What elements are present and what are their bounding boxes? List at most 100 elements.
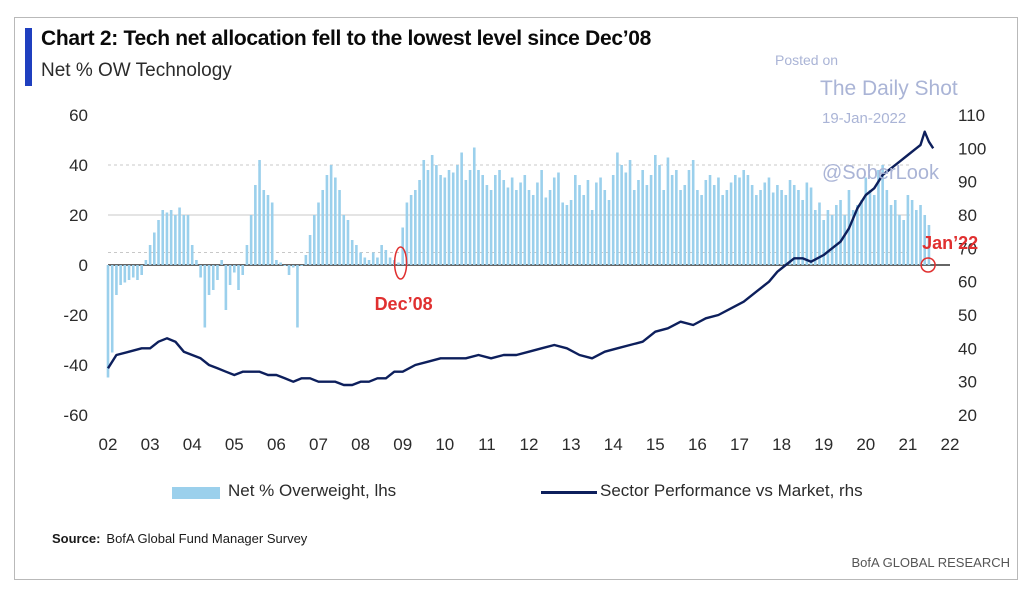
bar-87 bbox=[472, 147, 476, 265]
bar-22 bbox=[199, 265, 202, 278]
bar-115 bbox=[590, 210, 594, 265]
bar-150 bbox=[738, 177, 741, 265]
x-tick-label: 10 bbox=[435, 435, 454, 454]
left-axis-ticks: 60 40 20 0 -20 -40 -60 bbox=[63, 106, 88, 425]
bar-59 bbox=[355, 245, 358, 265]
left-tick-label: 60 bbox=[69, 106, 88, 125]
bar-170 bbox=[822, 220, 825, 265]
bar-111 bbox=[574, 175, 577, 265]
source-text: BofA Global Fund Manager Survey bbox=[106, 531, 308, 546]
bar-116 bbox=[595, 182, 598, 265]
bar-85 bbox=[464, 180, 468, 265]
bar-65 bbox=[380, 245, 383, 265]
bar-84 bbox=[460, 152, 463, 265]
bar-107 bbox=[557, 172, 560, 265]
bar-10 bbox=[148, 245, 152, 265]
bar-95 bbox=[506, 187, 510, 265]
right-tick-label: 40 bbox=[958, 339, 977, 358]
bar-113 bbox=[582, 195, 586, 265]
bar-32 bbox=[241, 265, 245, 275]
x-tick-label: 17 bbox=[730, 435, 749, 454]
bar-149 bbox=[733, 175, 737, 265]
bar-51 bbox=[321, 190, 325, 265]
bar-151 bbox=[742, 170, 746, 265]
x-tick-label: 06 bbox=[267, 435, 286, 454]
bar-18 bbox=[182, 215, 186, 265]
x-tick-label: 16 bbox=[688, 435, 707, 454]
bar-81 bbox=[447, 170, 451, 265]
x-tick-label: 19 bbox=[814, 435, 833, 454]
right-tick-label: 20 bbox=[958, 406, 977, 425]
bar-17 bbox=[178, 207, 181, 265]
bar-143 bbox=[708, 175, 712, 265]
annotations: Dec’08 Jan’22 bbox=[375, 233, 979, 314]
bar-2 bbox=[115, 265, 118, 295]
left-tick-label: -20 bbox=[63, 306, 88, 325]
bar-169 bbox=[818, 202, 821, 265]
bar-98 bbox=[519, 182, 522, 265]
bar-159 bbox=[776, 185, 779, 265]
bar-86 bbox=[468, 170, 472, 265]
bar-97 bbox=[515, 190, 518, 265]
bar-184 bbox=[881, 165, 884, 265]
bar-28 bbox=[224, 265, 228, 310]
bar-37 bbox=[262, 190, 266, 265]
bar-160 bbox=[780, 190, 783, 265]
bar-126 bbox=[637, 180, 640, 265]
bar-80 bbox=[443, 177, 447, 265]
bar-4 bbox=[123, 265, 127, 283]
bar-152 bbox=[746, 175, 750, 265]
bar-120 bbox=[611, 175, 615, 265]
annotation-circle-jan22 bbox=[920, 257, 936, 273]
bar-121 bbox=[616, 152, 619, 265]
legend-bar-swatch bbox=[172, 487, 220, 499]
left-tick-label: -40 bbox=[63, 356, 88, 375]
bar-13 bbox=[161, 210, 165, 265]
bar-138 bbox=[687, 170, 691, 265]
bar-186 bbox=[889, 205, 893, 265]
bar-23 bbox=[203, 265, 207, 328]
title-accent-bar bbox=[25, 28, 32, 86]
x-tick-label: 13 bbox=[562, 435, 581, 454]
bar-42 bbox=[283, 265, 287, 266]
x-axis-ticks: 02 03 04 05 06 07 08 09 10 11 12 13 14 15 16 17 18 19 20 21… bbox=[99, 435, 960, 454]
bar-27 bbox=[220, 260, 223, 265]
bar-158 bbox=[771, 192, 775, 265]
bar-45 bbox=[296, 265, 299, 328]
bar-57 bbox=[346, 220, 350, 265]
right-tick-label: 90 bbox=[958, 173, 977, 192]
bar-33 bbox=[245, 245, 249, 265]
annotation-label-dec08: Dec’08 bbox=[375, 294, 433, 314]
bar-103 bbox=[540, 170, 543, 265]
bar-122 bbox=[620, 165, 623, 265]
bar-168 bbox=[813, 210, 817, 265]
legend-line-label: Sector Performance vs Market, rhs bbox=[600, 481, 863, 500]
bar-0 bbox=[106, 265, 110, 378]
bar-series bbox=[106, 147, 931, 378]
bar-104 bbox=[544, 197, 548, 265]
bar-119 bbox=[607, 200, 611, 265]
watermark-daily-shot: The Daily Shot bbox=[820, 77, 958, 100]
bar-58 bbox=[350, 240, 354, 265]
left-tick-label: 40 bbox=[69, 156, 88, 175]
bar-1 bbox=[110, 265, 114, 353]
bar-66 bbox=[384, 250, 388, 265]
bar-192 bbox=[915, 210, 918, 265]
bar-146 bbox=[721, 195, 724, 265]
bar-167 bbox=[809, 187, 813, 265]
bar-29 bbox=[228, 265, 232, 285]
bar-64 bbox=[376, 257, 379, 265]
right-tick-label: 110 bbox=[958, 106, 985, 125]
left-tick-label: 20 bbox=[69, 206, 88, 225]
bar-127 bbox=[641, 170, 644, 265]
bar-55 bbox=[338, 190, 341, 265]
bar-174 bbox=[839, 200, 842, 265]
bar-53 bbox=[329, 165, 333, 265]
bar-177 bbox=[851, 210, 855, 265]
bar-90 bbox=[485, 185, 489, 265]
bar-5 bbox=[127, 265, 131, 280]
bar-163 bbox=[792, 185, 796, 265]
bar-41 bbox=[279, 262, 282, 265]
bar-144 bbox=[712, 185, 716, 265]
bar-21 bbox=[195, 260, 198, 265]
